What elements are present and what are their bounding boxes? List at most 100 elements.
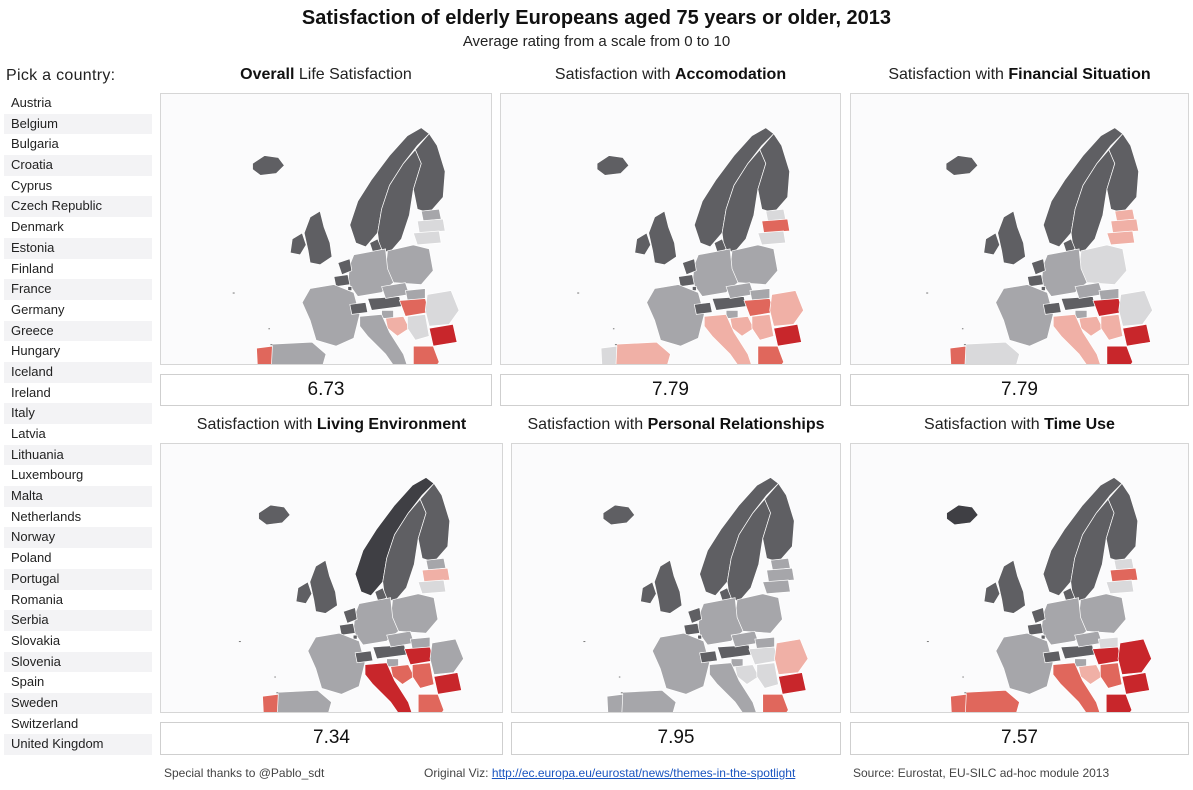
- country-shape-switzerland: [1042, 302, 1062, 315]
- country-item[interactable]: Greece: [4, 320, 152, 342]
- country-shape-belgium: [333, 274, 351, 287]
- country-item[interactable]: Netherlands: [4, 506, 152, 528]
- country-item[interactable]: Austria: [4, 93, 152, 114]
- country-item[interactable]: Norway: [4, 527, 152, 549]
- country-shape-iceland: [945, 155, 979, 176]
- map-living[interactable]: [160, 443, 503, 713]
- country-item[interactable]: Romania: [4, 589, 152, 611]
- country-shape-finland: [1105, 482, 1139, 563]
- country-item[interactable]: Cyprus: [4, 175, 152, 197]
- country-item[interactable]: Italy: [4, 403, 152, 424]
- island-speck: [274, 676, 276, 678]
- country-shape-uk: [653, 559, 683, 614]
- country-shape-romania: [769, 290, 804, 327]
- country-shape-poland: [734, 593, 783, 634]
- country-item[interactable]: Estonia: [4, 237, 152, 259]
- country-shape-serbia: [1099, 662, 1123, 689]
- country-item[interactable]: United Kingdom: [4, 734, 152, 755]
- country-shape-uk: [997, 210, 1026, 266]
- country-shape-austria: [1060, 644, 1095, 660]
- value-overall: 6.73: [160, 374, 492, 406]
- country-item[interactable]: Lithuania: [4, 444, 152, 466]
- country-shape-italy: [709, 662, 757, 712]
- europe-map: [583, 477, 809, 712]
- country-shape-bulgaria: [433, 672, 462, 695]
- country-item[interactable]: Latvia: [4, 424, 152, 445]
- country-shape-slovenia: [725, 310, 739, 319]
- country-item[interactable]: Serbia: [4, 610, 152, 631]
- country-shape-italy: [1052, 313, 1101, 364]
- country-shape-finland: [762, 482, 795, 563]
- country-shape-poland: [1078, 244, 1128, 285]
- country-item[interactable]: Bulgaria: [4, 134, 152, 156]
- country-shape-luxembourg: [352, 634, 358, 640]
- map-financial[interactable]: [850, 93, 1189, 365]
- island-speck: [614, 344, 617, 346]
- country-shape-uk: [309, 559, 338, 614]
- map-overall[interactable]: [160, 93, 492, 365]
- country-shape-hungary: [1091, 646, 1123, 666]
- country-shape-luxembourg: [347, 286, 353, 291]
- country-shape-spain: [618, 689, 677, 712]
- island-speck: [270, 344, 273, 346]
- panel-title-living: Satisfaction with Living Environment: [196, 416, 467, 433]
- map-time-use[interactable]: [850, 443, 1189, 713]
- country-shape-romania: [774, 638, 809, 675]
- country-item[interactable]: Czech Republic: [4, 196, 152, 218]
- country-item[interactable]: Iceland: [4, 361, 152, 383]
- country-shape-ireland: [289, 232, 307, 256]
- country-item[interactable]: Germany: [4, 299, 152, 321]
- country-item[interactable]: Slovenia: [4, 651, 152, 673]
- country-item[interactable]: Denmark: [4, 217, 152, 238]
- country-shape-ireland: [983, 581, 1001, 605]
- country-item[interactable]: Sweden: [4, 692, 152, 714]
- country-shape-bulgaria: [778, 672, 807, 695]
- country-shape-poland: [729, 244, 779, 285]
- country-shape-romania: [1117, 638, 1152, 675]
- island-speck: [620, 692, 623, 694]
- country-item[interactable]: Hungary: [4, 341, 152, 362]
- country-shape-france: [301, 284, 361, 347]
- map-relationships[interactable]: [511, 443, 841, 713]
- country-shape-serbia: [411, 662, 435, 689]
- country-shape-switzerland: [693, 302, 713, 315]
- country-shape-netherlands: [681, 258, 697, 276]
- country-shape-netherlands: [337, 258, 353, 276]
- island-speck: [963, 344, 966, 346]
- country-shape-austria: [367, 296, 402, 311]
- country-item[interactable]: Switzerland: [4, 713, 152, 735]
- country-item[interactable]: Luxembourg: [4, 465, 152, 487]
- island-speck: [268, 328, 270, 330]
- country-shape-portugal: [262, 693, 279, 712]
- country-shape-iceland: [258, 504, 291, 526]
- original-viz-link[interactable]: http://ec.europa.eu/eurostat/news/themes…: [491, 766, 796, 780]
- country-item[interactable]: Malta: [4, 486, 152, 507]
- country-item[interactable]: Croatia: [4, 155, 152, 176]
- country-item[interactable]: Slovakia: [4, 630, 152, 652]
- country-shape-poland: [390, 593, 439, 634]
- country-item[interactable]: Spain: [4, 672, 152, 693]
- country-shape-iceland: [596, 155, 630, 176]
- country-shape-luxembourg: [697, 634, 702, 640]
- country-item[interactable]: France: [4, 279, 152, 300]
- country-shape-slovenia: [381, 310, 394, 319]
- country-shape-latvia: [1110, 218, 1140, 234]
- country-picker-list: Austria Belgium Bulgaria Croatia Cyprus …: [4, 93, 152, 755]
- map-accomodation[interactable]: [500, 93, 841, 365]
- europe-map: [232, 127, 460, 364]
- country-shape-lithuania: [417, 579, 447, 595]
- island-speck: [926, 292, 929, 294]
- country-shape-lithuania: [762, 579, 791, 595]
- country-shape-france: [307, 632, 366, 695]
- footer-source: Source: Eurostat, EU-SILC ad-hoc module …: [853, 766, 1110, 780]
- island-speck: [964, 692, 967, 694]
- europe-map: [926, 127, 1153, 364]
- value-living: 7.34: [160, 722, 503, 755]
- country-item[interactable]: Ireland: [4, 382, 152, 404]
- country-shape-greece: [417, 693, 445, 712]
- country-item[interactable]: Poland: [4, 548, 152, 569]
- country-item[interactable]: Portugal: [4, 568, 152, 590]
- country-item[interactable]: Belgium: [4, 113, 152, 135]
- island-speck: [583, 641, 586, 643]
- country-item[interactable]: Finland: [4, 258, 152, 280]
